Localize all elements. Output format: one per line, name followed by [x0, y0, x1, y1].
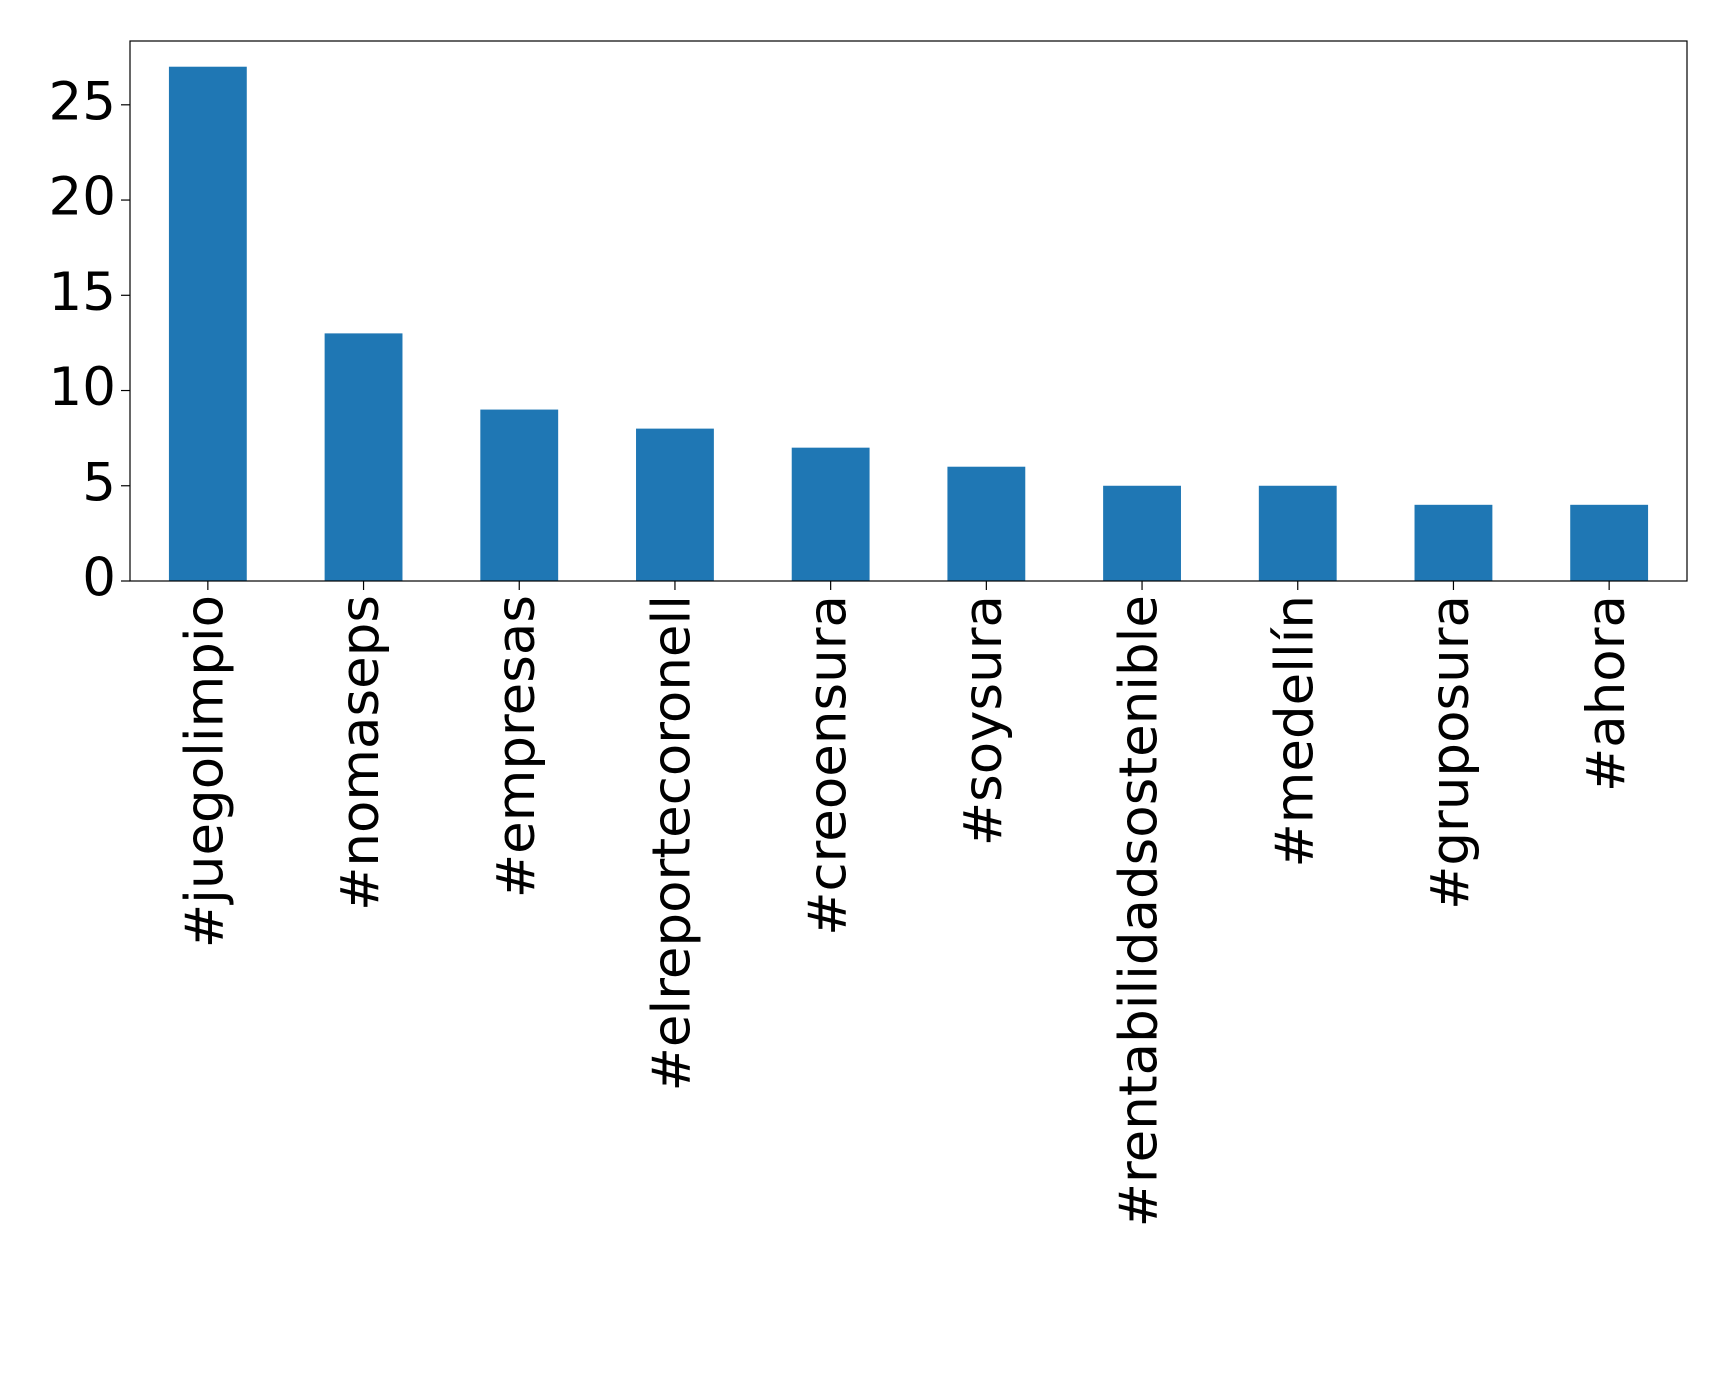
bar — [791, 447, 870, 581]
bar — [1103, 485, 1181, 581]
y-tick-label: 0 — [82, 548, 116, 609]
bar — [1258, 485, 1337, 581]
x-tick-label: #gruposura — [1420, 595, 1481, 910]
plot-frame — [129, 40, 1688, 582]
x-tick-label: #creoensura — [797, 595, 858, 936]
bar — [947, 466, 1026, 581]
x-tick-label: #nomaseps — [330, 595, 391, 911]
x-tick-label: #soysura — [953, 595, 1014, 846]
y-tick-label: 25 — [49, 71, 116, 132]
x-tick-label: #juegolimpio — [174, 595, 235, 948]
y-tick-label: 10 — [49, 357, 116, 418]
y-tick-label: 5 — [82, 452, 116, 513]
x-tick-label: #rentabilidadsostenible — [1109, 595, 1170, 1227]
bar — [324, 333, 403, 581]
bar — [168, 66, 247, 581]
bar — [480, 409, 559, 581]
bar — [1414, 504, 1493, 581]
bar — [636, 428, 714, 581]
y-tick-label: 20 — [49, 167, 116, 228]
x-tick-label: #medellín — [1264, 595, 1325, 868]
x-tick-label: #ahora — [1576, 595, 1637, 792]
bar — [1570, 504, 1649, 581]
x-tick-label: #empresas — [486, 595, 547, 898]
x-tick-label: #elreportecoronell — [642, 595, 703, 1092]
y-tick-label: 15 — [49, 262, 116, 323]
